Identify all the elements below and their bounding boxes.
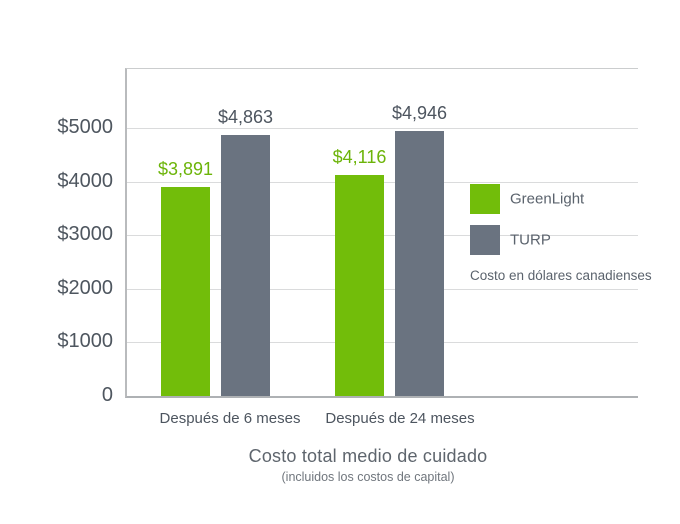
y-tick-label-0: 0 [101, 384, 113, 406]
x-tick-label-despu-s-de-6-meses: Después de 6 meses [159, 410, 301, 427]
legend-label-turp: TURP [510, 231, 551, 249]
value-label-greenlight-despu-s-de-6-meses: $3,891 [157, 159, 214, 180]
y-tick-label-4000: $4000 [57, 169, 113, 192]
chart-subtitle: (incluidos los costos de capital) [281, 470, 455, 484]
value-label-greenlight-despu-s-de-24-meses: $4,116 [332, 147, 387, 168]
bar-greenlight-despu-s-de-6-meses [161, 187, 210, 396]
x-tick-label-despu-s-de-24-meses: Después de 24 meses [325, 410, 475, 427]
value-label-turp-despu-s-de-6-meses: $4,863 [217, 107, 274, 128]
chart-note: Costo en dólares canadienses [470, 268, 652, 283]
plot-area: $3,891 $4,863 $4,116 $4,946 GreenLight TURP … [125, 68, 652, 427]
bar-turp-despu-s-de-24-meses [395, 130, 444, 396]
y-tick-label-2000: $2000 [57, 276, 113, 299]
chart-title: Costo total medio de cuidado [248, 446, 488, 466]
title-block: Costo total medio de cuidado (incluidos … [28, 446, 680, 484]
y-tick-label-1000: $1000 [57, 330, 113, 353]
legend-swatch-turp [470, 225, 500, 255]
gridline-5000 [127, 128, 638, 129]
bar-greenlight-despu-s-de-24-meses [335, 175, 384, 396]
y-tick-label-3000: $3000 [57, 223, 113, 246]
legend-label-greenlight: GreenLight [510, 190, 585, 208]
legend-swatch-greenlight [470, 184, 500, 214]
value-label-turp-despu-s-de-24-meses: $4,946 [391, 102, 448, 123]
y-tick-label-5000: $5000 [57, 116, 113, 138]
bar-turp-despu-s-de-6-meses [221, 135, 270, 396]
